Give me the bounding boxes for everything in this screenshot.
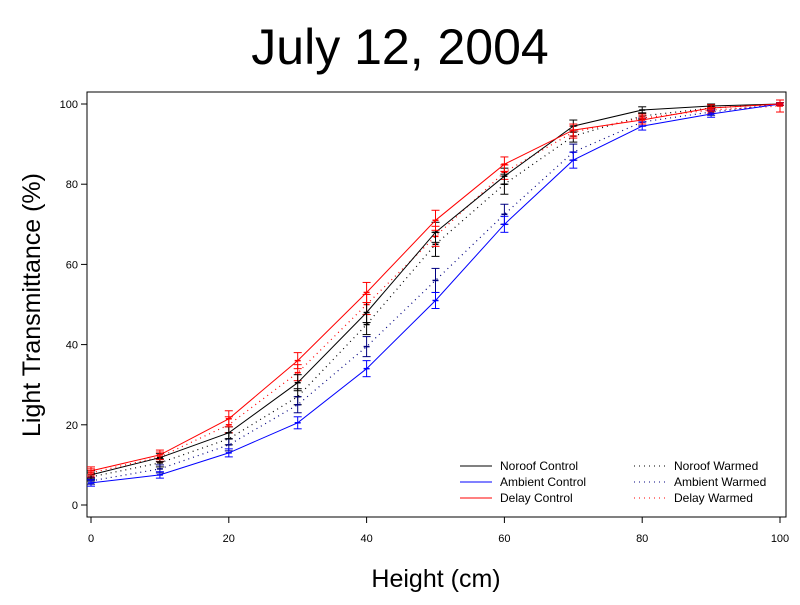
error-bar: [500, 156, 509, 172]
plot-frame: [86, 91, 787, 518]
y-tick-label: 100: [60, 99, 78, 111]
error-bar: [362, 301, 371, 324]
series-ambient-control: [87, 102, 784, 487]
legend-label-ambient-control: Ambient Control: [500, 475, 586, 489]
y-tick-label: 20: [66, 420, 78, 432]
error-bar: [362, 360, 371, 378]
x-tick-label: 100: [771, 533, 789, 545]
x-tick-label: 60: [498, 533, 510, 545]
error-bar: [776, 102, 784, 106]
error-bar: [362, 336, 371, 358]
error-bar: [707, 104, 716, 112]
error-bar: [431, 209, 440, 231]
error-bar: [638, 106, 647, 114]
y-tick-label: 0: [72, 500, 78, 512]
error-bar: [500, 215, 509, 233]
x-tick-label: 80: [636, 533, 648, 545]
series-layer: [87, 99, 784, 487]
error-bar: [293, 396, 302, 414]
error-bar: [638, 121, 647, 131]
error-bar: [293, 374, 302, 392]
error-bar: [431, 267, 440, 293]
error-bar: [569, 123, 578, 137]
error-bar: [224, 448, 233, 458]
y-tick-label: 80: [66, 179, 78, 191]
error-bar: [155, 471, 164, 479]
series-delay-control: [87, 102, 784, 476]
error-bar: [638, 115, 647, 125]
x-tick-label: 20: [223, 533, 235, 545]
error-bar: [569, 151, 578, 169]
axis-ticks: 0 20 40 60 80 100 0 20 40 60 80 100: [60, 99, 790, 545]
error-bar: [293, 352, 302, 370]
legend-label-noroof-warmed: Noroof Warmed: [674, 459, 758, 473]
error-bar: [776, 99, 784, 113]
error-bar: [293, 416, 302, 430]
x-tick-label: 0: [88, 533, 94, 545]
y-tick-label: 60: [66, 259, 78, 271]
legend-label-ambient-warmed: Ambient Warmed: [674, 475, 766, 489]
legend-label-noroof-control: Noroof Control: [500, 459, 578, 473]
y-tick-label: 40: [66, 340, 78, 352]
error-bar: [155, 449, 164, 461]
error-bar: [87, 479, 95, 487]
legend: Noroof Control Ambient Control Delay Contr…: [460, 459, 766, 505]
chart-title: July 12, 2004: [251, 19, 548, 75]
error-bar: [224, 426, 233, 440]
x-tick-label: 40: [360, 533, 372, 545]
x-axis-label: Height (cm): [371, 565, 500, 593]
y-axis-label: Light Transmittance (%): [18, 173, 46, 437]
error-bar: [362, 281, 371, 303]
legend-label-delay-control: Delay Control: [500, 491, 573, 505]
error-bar: [224, 410, 233, 428]
legend-label-delay-warmed: Delay Warmed: [674, 491, 753, 505]
series-line-ambient-warmed: [90, 103, 781, 482]
error-bar: [431, 291, 440, 310]
error-bar: [87, 466, 95, 476]
